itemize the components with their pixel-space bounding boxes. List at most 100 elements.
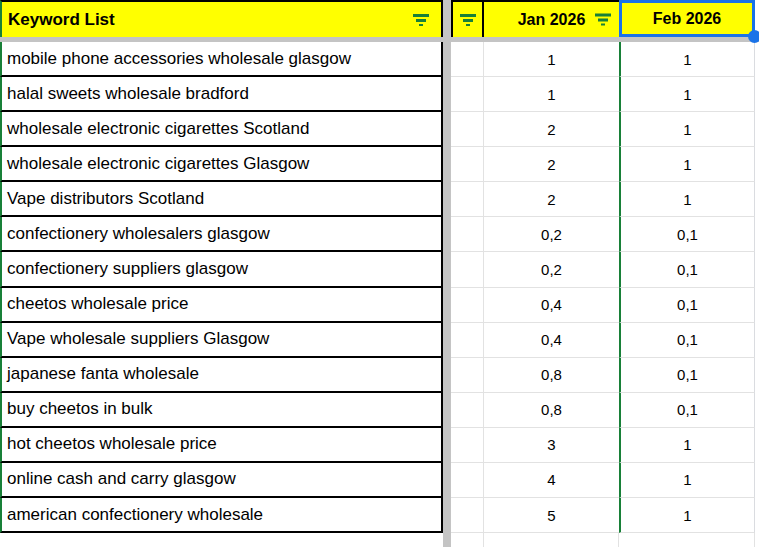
keyword-cell[interactable]: buy cheetos in bulk [0, 393, 443, 428]
spacer-cell[interactable] [451, 428, 484, 463]
spacer-cell[interactable] [451, 288, 484, 323]
jan-value-cell[interactable]: 2 [484, 182, 619, 217]
frozen-column-divider [443, 533, 451, 547]
selection-handle[interactable] [748, 30, 759, 43]
jan-value-cell[interactable]: 2 [484, 147, 619, 182]
frozen-column-divider [443, 288, 451, 323]
keyword-text: american confectionery wholesale [7, 505, 263, 525]
column-header-feb-2026-selected[interactable]: Feb 2026 [619, 0, 755, 37]
frozen-column-divider [443, 358, 451, 393]
feb-value: 0,1 [677, 401, 698, 418]
frozen-column-divider [443, 393, 451, 428]
spacer-cell[interactable] [451, 147, 484, 182]
keyword-cell[interactable]: american confectionery wholesale [0, 498, 443, 533]
jan-value: 2 [547, 156, 555, 173]
keyword-cell[interactable]: Vape distributors Scotland [0, 182, 443, 217]
empty-cell[interactable] [0, 533, 443, 547]
jan-value: 4 [547, 471, 555, 488]
feb-value-cell[interactable]: 1 [619, 498, 755, 533]
keyword-cell[interactable]: cheetos wholesale price [0, 288, 443, 323]
spacer-cell[interactable] [451, 393, 484, 428]
jan-value-cell[interactable]: 1 [484, 77, 619, 112]
keyword-cell[interactable]: halal sweets wholesale bradford [0, 77, 443, 112]
jan-value-cell[interactable]: 0,2 [484, 252, 619, 287]
keyword-cell[interactable]: hot cheetos wholesale price [0, 428, 443, 463]
filter-icon[interactable] [412, 13, 430, 26]
feb-value-cell[interactable]: 1 [619, 428, 755, 463]
jan-value: 3 [547, 436, 555, 453]
jan-value-cell[interactable]: 4 [484, 463, 619, 498]
filter-icon-bar [463, 19, 473, 22]
spacer-cell[interactable] [451, 323, 484, 358]
keyword-text: wholesale electronic cigarettes Scotland [7, 119, 309, 139]
filter-icon[interactable] [459, 13, 477, 26]
feb-value-cell[interactable]: 1 [619, 77, 755, 112]
spacer-cell[interactable] [451, 77, 484, 112]
keyword-text: online cash and carry glasgow [7, 469, 236, 489]
frozen-column-divider [443, 77, 451, 112]
filter-icon-bar [416, 19, 426, 22]
spacer-cell[interactable] [451, 217, 484, 252]
keyword-text: japanese fanta wholesale [7, 364, 199, 384]
keyword-cell[interactable]: wholesale electronic cigarettes Scotland [0, 112, 443, 147]
jan-value-cell[interactable]: 0,8 [484, 358, 619, 393]
keyword-text: hot cheetos wholesale price [7, 434, 217, 454]
column-header-jan-2026[interactable]: Jan 2026 [484, 0, 619, 37]
empty-cell[interactable] [484, 533, 619, 547]
table-row: cheetos wholesale price 0,4 0,1 [0, 288, 759, 323]
feb-value-cell[interactable]: 0,1 [619, 217, 755, 252]
feb-value: 1 [683, 121, 691, 138]
filter-icon[interactable] [594, 13, 612, 26]
keyword-text: Vape distributors Scotland [7, 189, 204, 209]
frozen-column-divider [443, 42, 451, 77]
column-header-keyword-list[interactable]: Keyword List [0, 0, 443, 37]
column-header-spacer[interactable] [451, 0, 484, 37]
empty-cell[interactable] [619, 533, 755, 547]
spacer-cell[interactable] [451, 112, 484, 147]
filter-icon-bar [460, 14, 476, 17]
feb-value-cell[interactable]: 0,1 [619, 288, 755, 323]
feb-value-cell[interactable]: 1 [619, 112, 755, 147]
table-row: Vape wholesale suppliers Glasgow 0,4 0,1 [0, 323, 759, 358]
empty-cell[interactable] [451, 533, 484, 547]
feb-value-cell[interactable]: 0,1 [619, 358, 755, 393]
feb-value-cell[interactable]: 1 [619, 182, 755, 217]
feb-value-cell[interactable]: 1 [619, 463, 755, 498]
jan-value-cell[interactable]: 5 [484, 498, 619, 533]
spacer-cell[interactable] [451, 182, 484, 217]
jan-value-cell[interactable]: 0,4 [484, 323, 619, 358]
feb-value-cell[interactable]: 0,1 [619, 252, 755, 287]
feb-value-cell[interactable]: 1 [619, 147, 755, 182]
jan-value-cell[interactable]: 0,2 [484, 217, 619, 252]
keyword-text: confectionery wholesalers glasgow [7, 224, 270, 244]
jan-value-cell[interactable]: 2 [484, 112, 619, 147]
feb-value: 0,1 [677, 366, 698, 383]
spacer-cell[interactable] [451, 358, 484, 393]
keyword-cell[interactable]: wholesale electronic cigarettes Glasgow [0, 147, 443, 182]
spacer-cell[interactable] [451, 252, 484, 287]
feb-value: 0,1 [677, 261, 698, 278]
keyword-cell[interactable]: online cash and carry glasgow [0, 463, 443, 498]
jan-value-cell[interactable]: 1 [484, 42, 619, 77]
spacer-cell[interactable] [451, 463, 484, 498]
filter-icon-bar [419, 24, 423, 26]
keyword-cell[interactable]: Vape wholesale suppliers Glasgow [0, 323, 443, 358]
jan-value-cell[interactable]: 3 [484, 428, 619, 463]
jan-value: 0,4 [541, 296, 562, 313]
keyword-text: buy cheetos in bulk [7, 399, 153, 419]
feb-value-cell[interactable]: 0,1 [619, 393, 755, 428]
jan-value-cell[interactable]: 0,4 [484, 288, 619, 323]
keyword-cell[interactable]: japanese fanta wholesale [0, 358, 443, 393]
feb-value-cell[interactable]: 1 [619, 42, 755, 77]
feb-value-cell[interactable]: 0,1 [619, 323, 755, 358]
jan-value-cell[interactable]: 0,8 [484, 393, 619, 428]
filter-icon-bar [595, 14, 611, 17]
keyword-cell[interactable]: confectionery suppliers glasgow [0, 252, 443, 287]
spacer-cell[interactable] [451, 42, 484, 77]
spacer-cell[interactable] [451, 498, 484, 533]
jan-value: 2 [547, 191, 555, 208]
keyword-cell[interactable]: mobile phone accessories wholesale glasg… [0, 42, 443, 77]
feb-value: 1 [683, 507, 691, 524]
keyword-cell[interactable]: confectionery wholesalers glasgow [0, 217, 443, 252]
frozen-column-divider [443, 498, 451, 533]
